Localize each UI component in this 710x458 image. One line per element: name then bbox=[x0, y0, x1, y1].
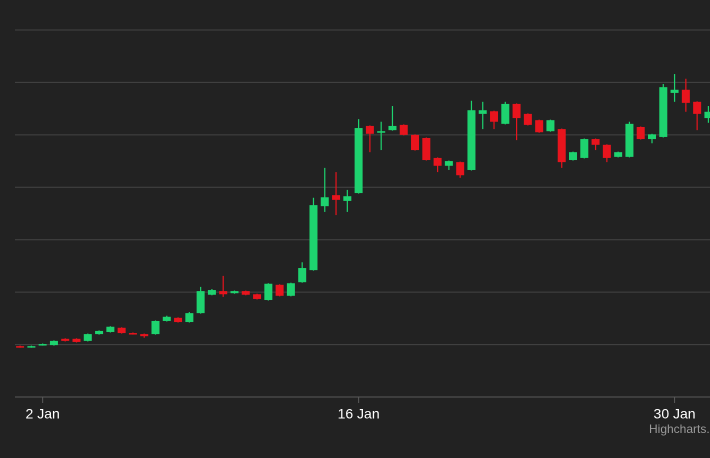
candle-body bbox=[162, 316, 171, 321]
candle-body bbox=[501, 103, 510, 124]
candle-body bbox=[151, 320, 160, 335]
candle-body bbox=[230, 291, 239, 294]
candle-body bbox=[546, 120, 555, 132]
candle-body bbox=[264, 283, 273, 301]
candle-body bbox=[207, 290, 216, 295]
candle-body bbox=[174, 317, 183, 323]
x-tick-label: 30 Jan bbox=[654, 406, 696, 422]
candle-body bbox=[320, 197, 329, 207]
candle-body bbox=[106, 326, 115, 332]
candle-body bbox=[399, 124, 408, 135]
candle-body bbox=[275, 284, 284, 296]
candle-body bbox=[647, 134, 656, 140]
candle-body bbox=[411, 134, 420, 151]
candle-body bbox=[95, 330, 104, 335]
candle-body bbox=[354, 128, 363, 194]
candle-body bbox=[185, 313, 194, 323]
candle-body bbox=[512, 103, 521, 119]
candle-body bbox=[49, 340, 58, 346]
candle-body bbox=[569, 152, 578, 161]
candle-body bbox=[467, 110, 476, 170]
candle-body bbox=[625, 123, 634, 157]
candle-body bbox=[128, 333, 137, 335]
candle-body bbox=[523, 113, 532, 125]
candle-body bbox=[219, 291, 228, 295]
candle-body bbox=[38, 344, 47, 346]
candle-body bbox=[681, 89, 690, 103]
candle-body bbox=[535, 120, 544, 133]
candle-body bbox=[456, 162, 465, 176]
candle-body bbox=[365, 125, 374, 134]
candle-body bbox=[140, 334, 149, 337]
candle-body bbox=[16, 346, 25, 348]
candle-body bbox=[433, 157, 442, 166]
candle-body bbox=[309, 205, 318, 271]
candle-body bbox=[670, 89, 679, 93]
candle-body bbox=[253, 294, 262, 299]
candle-body bbox=[377, 131, 386, 133]
candle-body bbox=[636, 126, 645, 140]
candle-body bbox=[61, 338, 70, 341]
candle-body bbox=[490, 111, 499, 122]
candle-body bbox=[444, 161, 453, 166]
candle-body bbox=[614, 152, 623, 157]
x-tick-label: 16 Jan bbox=[338, 406, 380, 422]
candle-body bbox=[478, 110, 487, 114]
credit: Highcharts.com bbox=[649, 422, 710, 436]
candle-body bbox=[388, 125, 397, 131]
x-tick-label: 2 Jan bbox=[26, 406, 60, 422]
candle-body bbox=[602, 144, 611, 158]
candle-body bbox=[693, 101, 702, 114]
candle-body bbox=[298, 268, 307, 283]
candle-body bbox=[241, 291, 250, 295]
candle-body bbox=[196, 291, 205, 314]
candle-body bbox=[343, 196, 352, 201]
candle-body bbox=[422, 138, 431, 161]
candle-body bbox=[591, 139, 600, 145]
candle-body bbox=[659, 87, 668, 137]
candle-body bbox=[557, 129, 566, 163]
candle-body bbox=[72, 338, 81, 342]
candle-body bbox=[117, 327, 126, 334]
candle-body bbox=[83, 334, 92, 341]
candle-body bbox=[704, 111, 710, 119]
candle-body bbox=[580, 139, 589, 158]
candle-body bbox=[27, 346, 36, 348]
candle-body bbox=[332, 195, 341, 200]
candle-body bbox=[286, 283, 295, 296]
